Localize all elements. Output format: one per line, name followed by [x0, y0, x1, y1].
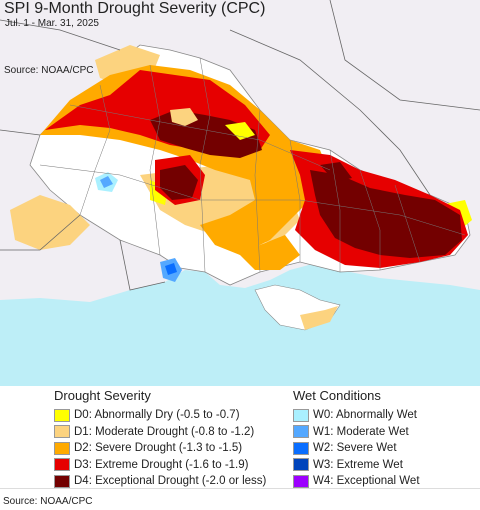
- map-svg: [0, 0, 480, 386]
- legend-label-w2: W2: Severe Wet: [313, 442, 397, 455]
- legend-label-d4: D4: Exceptional Drought (-2.0 or less): [74, 475, 267, 488]
- drought-legend: Drought Severity D0: Abnormally Dry (-0.…: [54, 388, 266, 490]
- legend-label-d1: D1: Moderate Drought (-0.8 to -1.2): [74, 425, 255, 438]
- legend-item-w2: W2: Severe Wet: [293, 440, 420, 457]
- source-label-bottom: Source: NOAA/CPC: [3, 496, 93, 507]
- swatch-d2: [54, 441, 70, 455]
- source-label-top: Source: NOAA/CPC: [4, 65, 94, 76]
- swatch-d4: [54, 474, 70, 488]
- wet-legend: Wet Conditions W0: Abnormally Wet W1: Mo…: [293, 388, 420, 490]
- legend-label-w3: W3: Extreme Wet: [313, 458, 403, 471]
- drought-legend-heading: Drought Severity: [54, 388, 151, 403]
- swatch-w0: [293, 408, 309, 422]
- country-borders: [0, 0, 480, 291]
- legend-item-w1: W1: Moderate Wet: [293, 424, 420, 441]
- region-d4-east: [310, 170, 462, 258]
- legend-label-d3: D3: Extreme Drought (-1.6 to -1.9): [74, 458, 249, 471]
- legend-label-w4: W4: Exceptional Wet: [313, 475, 420, 488]
- legend-item-w0: W0: Abnormally Wet: [293, 407, 420, 424]
- legend-label-d0: D0: Abnormally Dry (-0.5 to -0.7): [74, 409, 240, 422]
- region-d4-center: [160, 165, 198, 200]
- footer-divider: [0, 488, 480, 489]
- crimea-d1: [300, 306, 338, 330]
- oblast-borders: [39, 57, 466, 273]
- legend-item-w3: W3: Extreme Wet: [293, 457, 420, 474]
- region-d0-north-spot: [225, 122, 255, 140]
- region-d4-east-north: [320, 162, 352, 182]
- swatch-d1: [54, 425, 70, 439]
- legend-label-w1: W1: Moderate Wet: [313, 425, 409, 438]
- legend-item-d3: D3: Extreme Drought (-1.6 to -1.9): [54, 457, 266, 474]
- swatch-w1: [293, 425, 309, 439]
- legend-item-d2: D2: Severe Drought (-1.3 to -1.5): [54, 440, 266, 457]
- legend-label-d2: D2: Severe Drought (-1.3 to -1.5): [74, 442, 243, 455]
- region-d1-west: [10, 195, 90, 250]
- drought-map: [0, 0, 480, 386]
- date-range: Jul. 1 - Mar. 31, 2025: [5, 18, 99, 29]
- region-w1: [100, 176, 113, 188]
- legend-label-w0: W0: Abnormally Wet: [313, 409, 417, 422]
- legend-item-d0: D0: Abnormally Dry (-0.5 to -0.7): [54, 407, 266, 424]
- swatch-w3: [293, 458, 309, 472]
- legend-item-w4: W4: Exceptional Wet: [293, 473, 420, 490]
- region-d1-north-spot: [170, 108, 198, 126]
- legend-item-d4: D4: Exceptional Drought (-2.0 or less): [54, 473, 266, 490]
- region-w2-south: [165, 263, 177, 275]
- swatch-d3: [54, 458, 70, 472]
- swatch-w4: [293, 474, 309, 488]
- swatch-w2: [293, 441, 309, 455]
- black-sea: [0, 262, 480, 386]
- swatch-d0: [54, 408, 70, 422]
- wet-legend-heading: Wet Conditions: [293, 388, 381, 403]
- region-d2-south: [235, 235, 300, 270]
- legend-item-d1: D1: Moderate Drought (-0.8 to -1.2): [54, 424, 266, 441]
- map-title: SPI 9-Month Drought Severity (CPC): [4, 0, 266, 17]
